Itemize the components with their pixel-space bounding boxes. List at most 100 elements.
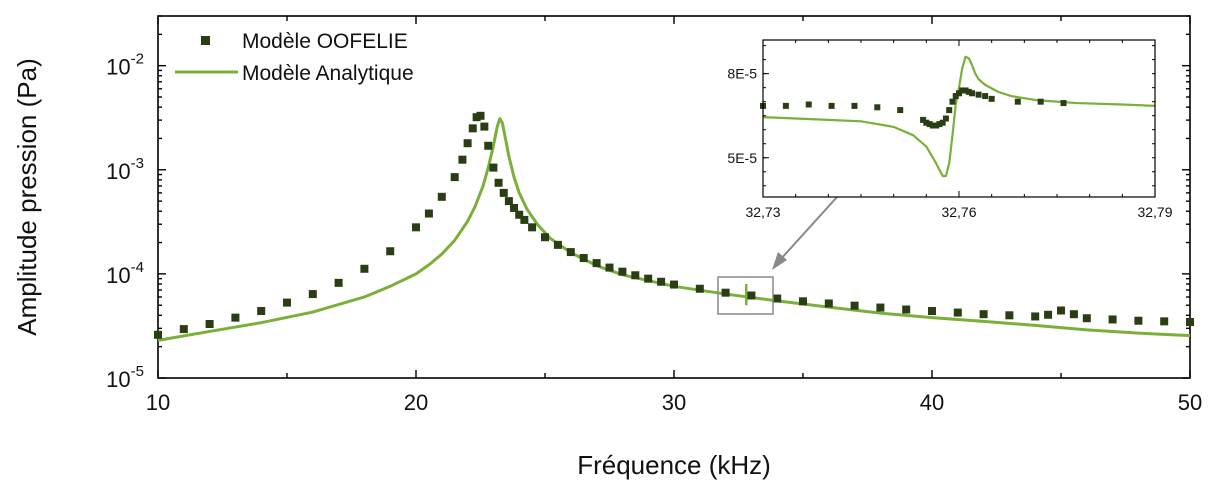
data-point-oofelie [489, 163, 498, 172]
inset-point-oofelie [969, 90, 976, 97]
data-point-oofelie [553, 240, 562, 249]
data-point-oofelie [476, 111, 485, 120]
data-point-oofelie [1186, 318, 1194, 327]
data-point-oofelie [631, 271, 640, 280]
inset-point-oofelie [782, 102, 789, 109]
data-point-oofelie [499, 188, 508, 197]
y-axis-title: Amplitude pression (Pa) [12, 58, 42, 335]
data-point-oofelie [579, 254, 588, 263]
y-tick-label: 10-4 [106, 259, 144, 288]
inset-x-tick-label: 32,76 [941, 204, 976, 220]
legend-marker-oofelie [201, 36, 210, 45]
data-point-oofelie [412, 223, 420, 232]
data-point-oofelie [850, 301, 859, 310]
data-point-oofelie [1057, 306, 1065, 315]
inset-point-oofelie [933, 122, 940, 129]
inset-y-tick-label: 5E-5 [727, 150, 757, 166]
data-point-oofelie [773, 294, 782, 303]
legend-label-analytique: Modèle Analytique [242, 62, 414, 85]
data-point-oofelie [257, 307, 266, 316]
inset-point-oofelie [805, 101, 812, 108]
data-point-oofelie [747, 291, 756, 300]
inset-point-oofelie [926, 121, 933, 128]
inset-point-oofelie [942, 115, 949, 122]
data-point-oofelie [1082, 314, 1091, 323]
inset-ticks [762, 40, 1156, 197]
inset-point-oofelie [1060, 100, 1067, 107]
inset-chart: 32,73 32,76 32,79 5E-5 8E-5 [727, 39, 1173, 220]
zoom-arrowhead [772, 252, 787, 270]
main-series [154, 111, 1194, 342]
data-point-oofelie [1005, 311, 1014, 320]
y-tick-label: 10-5 [106, 363, 144, 392]
inset-point-oofelie [936, 121, 943, 128]
data-point-oofelie [979, 310, 988, 319]
data-point-oofelie [463, 139, 472, 148]
inset-point-oofelie [952, 93, 959, 100]
data-point-oofelie [928, 307, 936, 316]
inset-point-oofelie [965, 88, 972, 95]
data-point-oofelie [1108, 315, 1117, 324]
data-point-oofelie [605, 263, 614, 272]
inset-point-oofelie [956, 90, 962, 97]
x-tick-label: 40 [920, 390, 944, 415]
data-point-oofelie [179, 325, 188, 334]
main-tick-labels: 10 20 30 40 50 10-5 10-4 10-3 10-2 [106, 51, 1202, 415]
inset-point-oofelie [962, 87, 969, 94]
inset-point-oofelie [959, 87, 966, 94]
inset-x-tick-label: 32,79 [1137, 204, 1172, 220]
data-point-oofelie [308, 290, 317, 299]
inset-point-oofelie [1014, 98, 1021, 105]
data-point-oofelie [520, 215, 529, 224]
data-point-oofelie [799, 297, 807, 306]
inset-y-tick-label: 8E-5 [727, 66, 757, 82]
data-point-oofelie [1069, 310, 1078, 319]
inset-point-oofelie [982, 93, 989, 100]
data-point-oofelie [1031, 312, 1040, 321]
data-point-oofelie [231, 313, 240, 322]
data-point-oofelie [876, 303, 885, 312]
zoom-region-box [717, 276, 774, 315]
inset-x-tick-label: 32,73 [745, 204, 780, 220]
inset-point-oofelie [946, 107, 953, 114]
inset-point-oofelie [828, 102, 835, 109]
y-tick-label: 10-3 [106, 155, 144, 184]
x-tick-label: 10 [146, 390, 170, 415]
data-point-oofelie [1044, 310, 1053, 319]
inset-line-analytique [762, 55, 1156, 178]
inset-point-oofelie [851, 102, 858, 109]
data-point-oofelie [1160, 317, 1169, 326]
data-point-oofelie [657, 277, 666, 286]
data-point-oofelie [670, 280, 678, 289]
data-point-oofelie [528, 223, 537, 232]
data-point-oofelie [334, 278, 343, 287]
data-point-oofelie [566, 248, 575, 257]
inset-point-oofelie [874, 104, 881, 111]
data-point-oofelie [450, 173, 459, 182]
inset-point-oofelie [929, 122, 936, 129]
legend: Modèle OOFELIE Modèle Analytique [175, 30, 414, 85]
data-point-oofelie [541, 233, 549, 242]
x-tick-label: 30 [662, 390, 686, 415]
data-point-oofelie [458, 155, 467, 164]
data-point-oofelie [824, 299, 833, 308]
data-point-oofelie [504, 197, 513, 206]
data-point-oofelie [902, 305, 911, 314]
data-point-oofelie [386, 247, 395, 256]
data-point-oofelie [592, 259, 601, 268]
data-point-oofelie [510, 203, 519, 212]
inset-point-oofelie [988, 95, 995, 102]
data-point-oofelie [1134, 316, 1143, 325]
inset-point-oofelie [923, 119, 930, 126]
data-point-oofelie [154, 330, 162, 339]
data-point-oofelie [953, 308, 962, 317]
data-point-oofelie [484, 141, 493, 150]
main-ticks [157, 15, 1191, 379]
y-tick-label: 10-2 [106, 51, 144, 80]
data-point-oofelie [283, 298, 291, 307]
data-point-oofelie [494, 178, 503, 187]
series-line-analytique [157, 117, 1191, 342]
data-point-oofelie [468, 124, 477, 133]
inset-point-oofelie [1037, 98, 1044, 105]
